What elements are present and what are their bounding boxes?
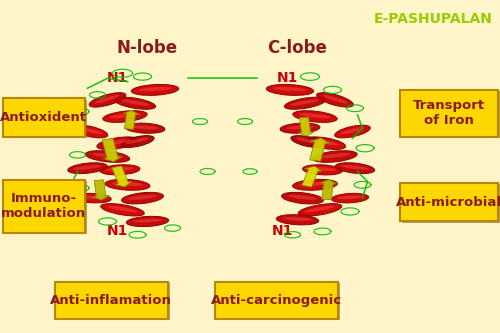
Ellipse shape xyxy=(100,203,144,216)
Ellipse shape xyxy=(316,93,354,107)
Ellipse shape xyxy=(274,87,306,91)
Text: Anti-inflamation: Anti-inflamation xyxy=(50,294,172,307)
Ellipse shape xyxy=(293,111,337,123)
Ellipse shape xyxy=(282,192,324,204)
FancyArrow shape xyxy=(302,166,322,187)
Ellipse shape xyxy=(114,97,156,109)
FancyArrow shape xyxy=(112,166,132,187)
FancyBboxPatch shape xyxy=(400,183,498,221)
Ellipse shape xyxy=(283,217,312,221)
Ellipse shape xyxy=(74,165,101,170)
Ellipse shape xyxy=(74,193,111,203)
FancyArrow shape xyxy=(298,117,314,136)
Ellipse shape xyxy=(103,139,132,146)
Ellipse shape xyxy=(68,163,107,173)
Ellipse shape xyxy=(128,195,157,200)
Ellipse shape xyxy=(292,179,338,190)
Ellipse shape xyxy=(302,165,343,175)
Ellipse shape xyxy=(266,85,314,95)
Ellipse shape xyxy=(80,195,106,199)
Ellipse shape xyxy=(132,85,178,95)
Ellipse shape xyxy=(291,136,324,148)
FancyBboxPatch shape xyxy=(402,184,500,223)
Text: Transport
of Iron: Transport of Iron xyxy=(412,99,485,127)
Ellipse shape xyxy=(112,182,144,186)
Ellipse shape xyxy=(105,179,150,190)
Ellipse shape xyxy=(132,219,162,222)
Ellipse shape xyxy=(97,137,138,150)
Ellipse shape xyxy=(337,195,363,199)
Text: E-PASHUPALAN: E-PASHUPALAN xyxy=(374,12,492,26)
Ellipse shape xyxy=(296,138,320,144)
Ellipse shape xyxy=(340,128,364,134)
Ellipse shape xyxy=(304,206,335,212)
Ellipse shape xyxy=(108,206,138,212)
FancyBboxPatch shape xyxy=(4,100,87,138)
Ellipse shape xyxy=(284,97,326,109)
FancyBboxPatch shape xyxy=(217,283,340,320)
Text: N1: N1 xyxy=(107,224,128,238)
Ellipse shape xyxy=(320,153,350,158)
Ellipse shape xyxy=(332,193,368,203)
Ellipse shape xyxy=(280,123,320,133)
Ellipse shape xyxy=(298,203,342,216)
Ellipse shape xyxy=(286,126,314,129)
Ellipse shape xyxy=(125,123,165,133)
Ellipse shape xyxy=(299,182,330,186)
Ellipse shape xyxy=(276,215,318,225)
Ellipse shape xyxy=(89,93,126,107)
FancyArrow shape xyxy=(320,179,337,200)
Ellipse shape xyxy=(334,125,370,138)
Text: Immuno-
modulation: Immuno- modulation xyxy=(1,192,86,220)
Ellipse shape xyxy=(311,139,340,146)
Ellipse shape xyxy=(126,138,148,144)
Ellipse shape xyxy=(94,95,120,104)
Ellipse shape xyxy=(290,99,319,106)
Text: N1: N1 xyxy=(272,224,293,238)
Ellipse shape xyxy=(78,128,103,134)
Text: N1: N1 xyxy=(107,71,128,85)
FancyArrow shape xyxy=(123,110,139,129)
Ellipse shape xyxy=(313,151,357,163)
Ellipse shape xyxy=(300,113,330,118)
FancyBboxPatch shape xyxy=(55,282,168,319)
Ellipse shape xyxy=(106,167,134,171)
FancyBboxPatch shape xyxy=(2,98,85,137)
Ellipse shape xyxy=(122,192,164,204)
Ellipse shape xyxy=(86,151,130,163)
FancyBboxPatch shape xyxy=(57,283,170,320)
Ellipse shape xyxy=(138,87,172,91)
Ellipse shape xyxy=(103,111,147,123)
FancyBboxPatch shape xyxy=(215,282,338,319)
Text: Anti-carcinogenic: Anti-carcinogenic xyxy=(210,294,342,307)
Text: N-lobe: N-lobe xyxy=(117,39,178,57)
Ellipse shape xyxy=(288,195,318,200)
FancyBboxPatch shape xyxy=(4,181,87,234)
Ellipse shape xyxy=(131,126,159,129)
FancyBboxPatch shape xyxy=(2,180,85,233)
FancyArrow shape xyxy=(102,139,122,162)
Text: N1: N1 xyxy=(277,71,298,85)
Ellipse shape xyxy=(304,137,346,150)
Ellipse shape xyxy=(126,216,168,226)
Text: Antioxident: Antioxident xyxy=(0,111,88,124)
FancyArrow shape xyxy=(92,180,110,200)
FancyArrow shape xyxy=(310,138,330,161)
Ellipse shape xyxy=(121,99,150,106)
Ellipse shape xyxy=(110,113,140,118)
Ellipse shape xyxy=(100,165,140,175)
Ellipse shape xyxy=(323,95,348,104)
FancyBboxPatch shape xyxy=(400,90,498,137)
Text: Anti-microbial: Anti-microbial xyxy=(396,196,500,209)
Ellipse shape xyxy=(72,125,108,138)
Ellipse shape xyxy=(336,163,374,173)
Text: C-lobe: C-lobe xyxy=(268,39,328,57)
Ellipse shape xyxy=(121,136,154,148)
FancyBboxPatch shape xyxy=(402,91,500,138)
Ellipse shape xyxy=(342,165,369,170)
Ellipse shape xyxy=(92,153,123,158)
Ellipse shape xyxy=(308,167,336,171)
